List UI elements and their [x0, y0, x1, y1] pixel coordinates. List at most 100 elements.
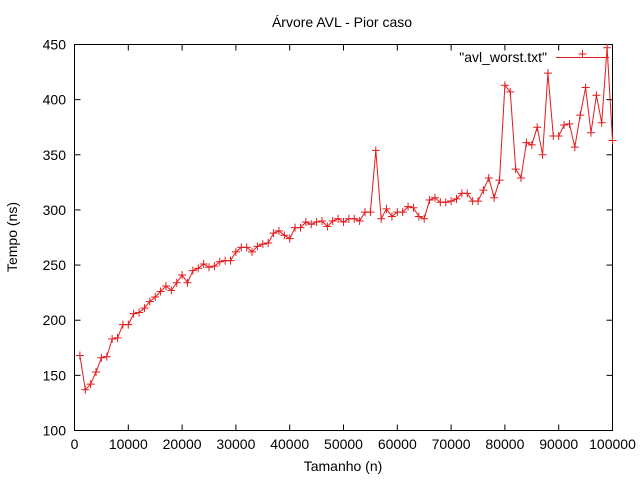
data-point: [350, 214, 359, 223]
data-point: [269, 229, 278, 238]
y-tick-label: 400: [43, 92, 67, 108]
data-point: [603, 43, 612, 52]
data-point: [135, 308, 144, 317]
data-point: [500, 81, 509, 90]
x-tick-label: 0: [71, 436, 79, 452]
data-point: [167, 286, 176, 295]
data-point: [97, 353, 106, 362]
data-point: [145, 297, 154, 306]
data-point: [242, 243, 251, 252]
data-point: [312, 218, 321, 227]
data-point: [495, 176, 504, 185]
data-point: [205, 263, 213, 272]
y-tick-label: 200: [43, 312, 67, 328]
data-point: [285, 234, 294, 243]
y-tick-label: 450: [43, 37, 67, 53]
x-tick-label: 20000: [163, 436, 202, 452]
data-point: [253, 242, 262, 251]
data-point: [296, 223, 305, 232]
data-point: [172, 278, 181, 287]
data-point: [231, 247, 240, 256]
data-point: [92, 368, 101, 377]
x-tick-label: 10000: [109, 436, 148, 452]
data-point: [463, 189, 472, 198]
data-point: [543, 69, 552, 78]
series-group: [75, 43, 617, 394]
data-point: [404, 202, 413, 211]
x-tick-label: 70000: [432, 436, 471, 452]
data-point: [479, 186, 488, 195]
data-point: [86, 380, 95, 389]
data-point: [522, 138, 531, 147]
data-point: [441, 198, 450, 207]
data-point: [570, 143, 579, 152]
data-point: [102, 352, 111, 361]
data-point: [398, 208, 407, 217]
data-point: [565, 119, 574, 128]
data-point: [75, 351, 84, 360]
data-point: [538, 150, 547, 159]
data-point: [382, 204, 391, 213]
data-point: [188, 266, 197, 275]
data-point: [597, 118, 606, 127]
data-point: [511, 165, 520, 174]
x-axis-title: Tamanho (n): [304, 458, 383, 474]
data-point: [506, 87, 515, 96]
data-point: [248, 247, 257, 256]
data-point: [140, 304, 149, 313]
x-tick-label: 50000: [324, 436, 363, 452]
x-tick-label: 100000: [589, 436, 636, 452]
data-point: [484, 173, 493, 182]
y-tick-label: 150: [43, 367, 67, 383]
data-point: [226, 256, 235, 265]
data-point: [414, 212, 423, 221]
data-point: [387, 212, 396, 221]
data-point: [317, 216, 326, 225]
x-tick-label: 40000: [270, 436, 309, 452]
data-point: [264, 239, 273, 248]
y-axis-title: Tempo (ns): [4, 202, 20, 272]
axis-ticks: [74, 44, 613, 431]
x-tick-label: 80000: [485, 436, 524, 452]
data-point: [307, 220, 316, 229]
axis-tick-labels: 0 10000 20000 30000 40000 50000 60000 70000 8000…: [43, 37, 636, 453]
data-point: [554, 132, 563, 141]
data-point: [161, 282, 170, 291]
data-point: [183, 278, 192, 287]
data-point: [301, 218, 310, 227]
y-tick-label: 100: [43, 423, 67, 439]
data-point: [560, 121, 569, 130]
y-tick-label: 350: [43, 147, 67, 163]
data-point: [178, 270, 187, 279]
data-point: [258, 240, 267, 249]
data-point: [274, 226, 283, 235]
data-point: [527, 140, 536, 149]
data-point: [490, 193, 499, 202]
legend-marker: [578, 50, 587, 58]
chart-title: Árvore AVL - Pior caso: [272, 14, 412, 30]
data-point: [608, 136, 617, 145]
data-point: [366, 208, 375, 217]
data-point: [377, 214, 386, 223]
data-point: [156, 287, 165, 296]
data-point: [113, 333, 122, 342]
legend-label: "avl_worst.txt": [459, 49, 547, 65]
y-tick-label: 250: [43, 257, 67, 273]
data-point: [592, 91, 601, 100]
x-tick-label: 90000: [539, 436, 578, 452]
data-point: [215, 257, 224, 266]
data-point: [452, 194, 461, 203]
data-point: [576, 111, 585, 120]
data-point: [430, 193, 439, 202]
data-point: [199, 259, 208, 268]
data-point: [151, 293, 160, 302]
data-point: [108, 334, 117, 343]
data-point: [371, 146, 380, 155]
x-tick-label: 60000: [378, 436, 417, 452]
data-point: [409, 203, 418, 212]
data-point: [280, 231, 289, 240]
data-point: [420, 214, 429, 223]
data-point: [328, 216, 337, 225]
data-point: [447, 197, 456, 206]
